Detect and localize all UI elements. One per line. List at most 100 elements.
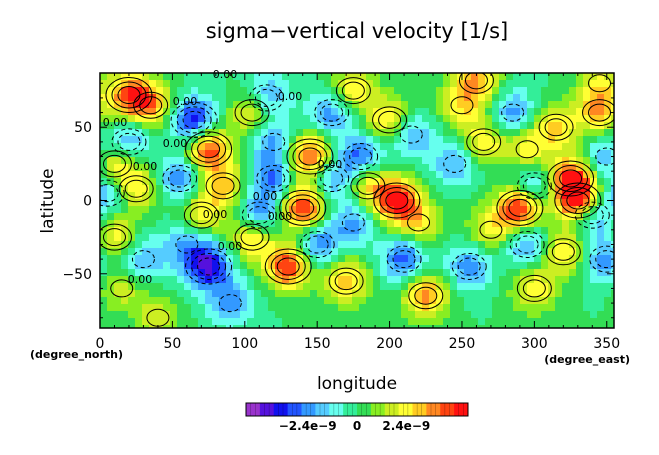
field-cell <box>128 164 136 172</box>
field-cell <box>296 206 304 214</box>
field-cell <box>422 101 430 109</box>
field-cell <box>282 227 290 235</box>
field-cell <box>478 325 486 328</box>
contour-line <box>110 279 134 298</box>
field-cell <box>345 199 353 207</box>
field-cell <box>464 129 472 137</box>
field-cell <box>450 255 458 263</box>
colorbar-frame <box>245 402 469 417</box>
field-cell <box>604 255 612 263</box>
field-cell <box>226 262 234 270</box>
field-cell <box>303 304 311 312</box>
field-cell <box>492 297 500 305</box>
field-cell <box>184 234 192 242</box>
field-cell <box>408 101 416 109</box>
field-cell <box>436 213 444 221</box>
field-cell <box>275 199 283 207</box>
field-cell <box>569 108 577 116</box>
field-cell <box>366 276 374 284</box>
field-cell <box>478 101 486 109</box>
field-cell <box>450 178 458 186</box>
field-cell <box>359 129 367 137</box>
field-cell <box>555 213 563 221</box>
field-cell <box>492 143 500 151</box>
field-cell <box>597 290 605 298</box>
field-cell <box>261 122 269 130</box>
field-cell <box>128 73 136 81</box>
field-cell <box>338 73 346 81</box>
field-cell <box>429 157 437 165</box>
field-cell <box>548 297 556 305</box>
field-cell <box>485 220 493 228</box>
contour-line <box>234 223 270 251</box>
field-cell <box>247 129 255 137</box>
field-cell <box>597 87 605 95</box>
field-cell <box>184 73 192 81</box>
field-cell <box>604 157 612 165</box>
field-cell <box>422 185 430 193</box>
field-cell <box>408 213 416 221</box>
field-cell <box>191 150 199 158</box>
field-cell <box>499 143 507 151</box>
field-cell <box>100 213 108 221</box>
field-cell <box>604 304 612 312</box>
field-cell <box>296 164 304 172</box>
field-cell <box>240 234 248 242</box>
field-cell <box>394 136 402 144</box>
field-cell <box>331 94 339 102</box>
field-cell <box>163 164 171 172</box>
field-cell <box>534 164 542 172</box>
field-cell <box>499 101 507 109</box>
field-cell <box>541 157 549 165</box>
field-cell <box>429 115 437 123</box>
field-cell <box>576 248 584 256</box>
field-cell <box>135 94 143 102</box>
field-cell <box>436 325 444 328</box>
field-cell <box>107 143 115 151</box>
field-cell <box>562 311 570 319</box>
field-cell <box>548 255 556 263</box>
field-cell <box>443 241 451 249</box>
field-cell <box>513 325 521 328</box>
field-cell <box>170 213 178 221</box>
field-cell <box>401 143 409 151</box>
field-cell <box>520 311 528 319</box>
field-cell <box>121 192 129 200</box>
field-cell <box>443 206 451 214</box>
field-cell <box>254 157 262 165</box>
contour-line <box>508 198 532 217</box>
field-cell <box>177 311 185 319</box>
field-cell <box>114 262 122 270</box>
field-cell <box>485 241 493 249</box>
field-cell <box>128 199 136 207</box>
field-cell <box>380 80 388 88</box>
field-cell <box>485 171 493 179</box>
field-cell <box>205 136 213 144</box>
field-cell <box>324 311 332 319</box>
field-cell <box>240 241 248 249</box>
field-cell <box>548 290 556 298</box>
field-cell <box>555 80 563 88</box>
colorbar: −2.4e−9 0 2.4e−9 <box>245 402 469 433</box>
field-cell <box>394 185 402 193</box>
field-cell <box>149 129 157 137</box>
field-cell <box>415 80 423 88</box>
field-cell <box>149 94 157 102</box>
field-cell <box>401 262 409 270</box>
contour-label: 0.00 <box>103 116 128 129</box>
field-cell <box>597 318 605 326</box>
field-cell <box>436 311 444 319</box>
field-cell <box>527 192 535 200</box>
field-cell <box>541 101 549 109</box>
field-cell <box>205 318 213 326</box>
field-cell <box>492 220 500 228</box>
field-cell <box>590 241 598 249</box>
field-cell <box>387 157 395 165</box>
field-cell <box>597 220 605 228</box>
field-cell <box>457 325 465 328</box>
field-cell <box>359 311 367 319</box>
x-axis-title: longitude <box>317 374 397 394</box>
field-cell <box>380 157 388 165</box>
field-cell <box>534 178 542 186</box>
field-cell <box>226 80 234 88</box>
